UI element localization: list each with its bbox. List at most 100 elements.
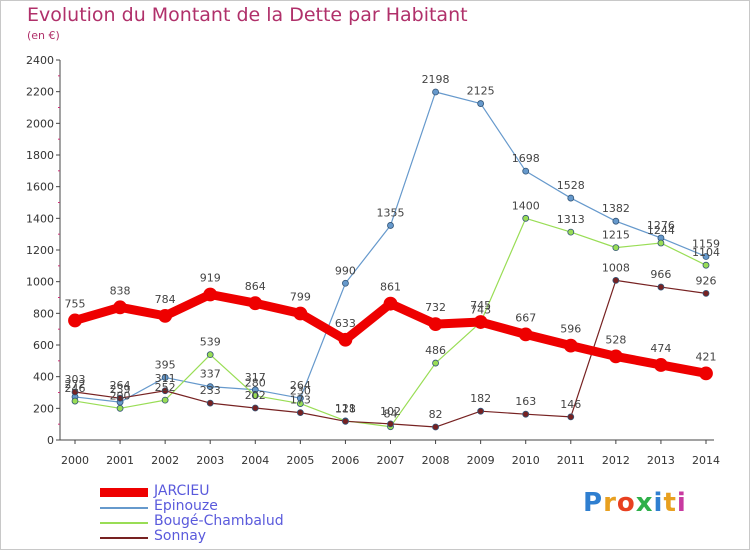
data-label-epinouze: 395 <box>155 358 176 371</box>
data-label-jarcieu: 421 <box>696 350 717 363</box>
x-tick-label: 2006 <box>331 454 359 467</box>
data-label-boug-chambalud: 486 <box>425 344 446 357</box>
data-label-sonnay: 311 <box>155 372 176 385</box>
data-label-jarcieu: 919 <box>200 271 221 284</box>
data-label-jarcieu: 596 <box>560 323 581 336</box>
data-point-jarcieu <box>338 332 353 347</box>
data-point-jarcieu <box>699 366 713 381</box>
data-label-jarcieu: 864 <box>245 280 266 293</box>
data-point-jarcieu <box>158 308 173 323</box>
series-group <box>68 88 713 431</box>
data-point-epinouze <box>522 167 530 175</box>
data-point-epinouze <box>161 374 169 381</box>
data-point-sonnay <box>432 423 439 431</box>
data-label-epinouze: 1276 <box>647 219 675 232</box>
data-point-sonnay <box>296 409 304 417</box>
data-point-sonnay <box>522 410 530 418</box>
data-point-sonnay <box>342 417 349 425</box>
data-label-sonnay: 173 <box>290 394 311 407</box>
data-label-epinouze: 2125 <box>467 85 495 98</box>
logo-letter: i <box>653 488 664 518</box>
data-point-boug-chambalud <box>161 396 169 404</box>
data-point-sonnay <box>612 276 620 284</box>
y-tick-label: 600 <box>33 339 54 352</box>
data-label-epinouze: 1355 <box>377 206 405 219</box>
data-label-jarcieu: 784 <box>155 293 176 306</box>
data-label-sonnay: 202 <box>245 389 266 402</box>
data-label-boug-chambalud: 1313 <box>557 213 585 226</box>
y-tick-label: 200 <box>33 402 54 415</box>
data-label-sonnay: 1008 <box>602 261 630 274</box>
data-label-epinouze: 1382 <box>602 202 630 215</box>
data-point-jarcieu <box>473 315 488 329</box>
y-tick-label: 2000 <box>26 117 54 130</box>
legend-swatch <box>100 537 148 539</box>
data-point-jarcieu <box>383 296 398 311</box>
y-tick-label: 1600 <box>26 181 54 194</box>
legend-swatch <box>100 488 148 497</box>
data-point-boug-chambalud <box>206 351 214 359</box>
data-point-sonnay <box>477 407 485 415</box>
data-label-boug-chambalud: 121 <box>335 402 356 415</box>
legend-swatch <box>100 522 148 524</box>
legend-item: Sonnay <box>100 528 360 544</box>
logo-letter: o <box>616 488 636 518</box>
data-point-jarcieu <box>203 287 218 302</box>
x-tick-label: 2002 <box>151 454 179 467</box>
x-tick-label: 2010 <box>512 454 540 467</box>
data-point-jarcieu <box>293 306 308 321</box>
data-point-epinouze <box>567 194 575 202</box>
data-label-sonnay: 966 <box>650 268 671 281</box>
x-tick-label: 2007 <box>377 454 405 467</box>
y-tick-label: 400 <box>33 371 54 384</box>
data-label-sonnay: 264 <box>110 379 131 392</box>
data-point-epinouze <box>702 253 710 260</box>
y-tick-label: 0 <box>47 434 54 447</box>
data-point-sonnay <box>116 394 124 402</box>
data-label-sonnay: 182 <box>470 392 491 405</box>
data-point-boug-chambalud <box>71 397 79 405</box>
data-labels: 272 239 395 337 317 264 990 1355 2198 2125 1698 152… <box>65 73 721 421</box>
data-point-jarcieu <box>563 338 578 353</box>
data-point-sonnay <box>657 283 665 291</box>
y-tick-label: 1000 <box>26 276 54 289</box>
data-label-jarcieu: 474 <box>650 342 671 355</box>
x-tick-label: 2004 <box>241 454 269 467</box>
y-tick-label: 1800 <box>26 149 54 162</box>
data-label-boug-chambalud: 1244 <box>647 224 675 237</box>
logo-letter: P <box>583 488 604 518</box>
data-label-boug-chambalud: 539 <box>200 336 221 349</box>
legend-item: Epinouze <box>100 498 360 514</box>
data-label-jarcieu: 861 <box>380 281 401 294</box>
data-point-jarcieu <box>428 317 443 332</box>
data-point-jarcieu <box>113 300 127 315</box>
data-label-jarcieu: 755 <box>65 297 86 310</box>
proxiti-logo: Proxiti <box>583 488 687 518</box>
data-point-boug-chambalud <box>612 244 620 252</box>
data-point-epinouze <box>477 100 485 107</box>
data-label-epinouze: 317 <box>245 371 266 384</box>
data-point-sonnay <box>71 388 79 396</box>
data-point-epinouze <box>342 279 349 287</box>
data-label-sonnay: 303 <box>65 373 86 386</box>
data-label-jarcieu: 745 <box>470 299 491 312</box>
data-label-sonnay: 233 <box>200 384 221 397</box>
x-tick-label: 2011 <box>557 454 585 467</box>
x-tick-label: 2000 <box>61 454 89 467</box>
data-point-boug-chambalud <box>567 228 575 236</box>
data-point-epinouze <box>206 383 214 391</box>
data-label-epinouze: 239 <box>110 383 131 396</box>
data-label-sonnay: 926 <box>696 274 717 287</box>
y-tick-label: 1200 <box>26 244 54 257</box>
logo-letter: i <box>676 488 687 518</box>
data-label-epinouze: 1528 <box>557 179 585 192</box>
legend-item: JARCIEU <box>100 483 360 499</box>
data-point-boug-chambalud <box>296 400 304 407</box>
legend-label: Epinouze <box>154 498 218 514</box>
data-label-jarcieu: 667 <box>515 311 536 324</box>
chart-title: Evolution du Montant de la Dette par Hab… <box>27 4 468 26</box>
data-point-boug-chambalud <box>702 261 710 269</box>
data-point-sonnay <box>161 387 169 395</box>
data-label-boug-chambalud: 246 <box>65 382 86 395</box>
data-label-epinouze: 1159 <box>692 237 720 250</box>
